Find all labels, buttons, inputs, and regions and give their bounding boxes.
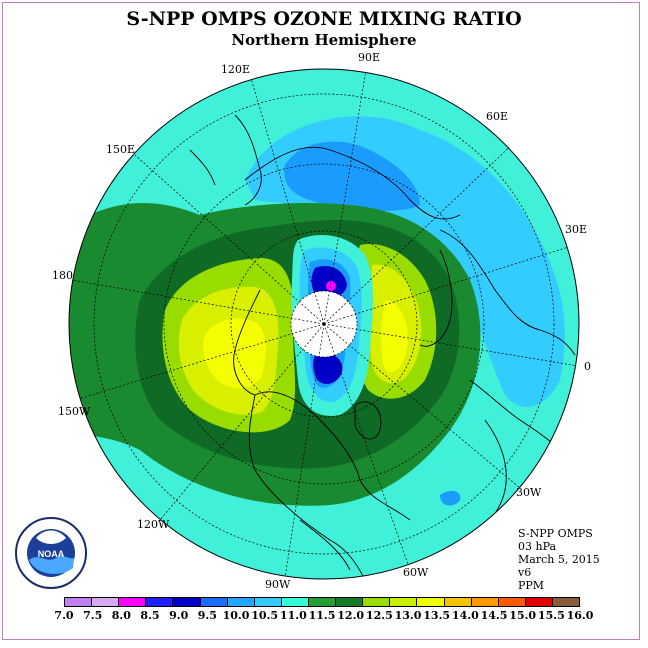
colorbar-tick-label: 9.5	[197, 609, 217, 622]
colorbar-swatch	[173, 598, 201, 606]
meridian-line	[323, 136, 521, 325]
colorbar-swatch	[498, 598, 526, 606]
lon-label-90e: 90E	[358, 51, 381, 64]
colorbar-swatch	[417, 598, 445, 606]
colorbar-tick-label: 7.0	[54, 609, 74, 622]
lon-label-180: 180	[52, 269, 73, 282]
colorbar-swatch	[254, 598, 282, 606]
coastline-north-america	[248, 394, 366, 579]
latitude-circle-20	[93, 93, 555, 555]
colorbar-swatch	[363, 598, 391, 606]
contour-13-0-right	[380, 300, 408, 373]
coastline-greenland	[354, 401, 382, 440]
lon-label-150w: 150W	[58, 405, 91, 418]
map-boundary	[68, 68, 580, 580]
coastlines	[189, 114, 576, 579]
colorbar-ticks: 7.0 7.5 8.0 8.5 9.0 9.5 10.0 10.5 11.0 11.5 12.0 12…	[54, 609, 593, 623]
product-info: S-NPP OMPS 03 hPa March 5, 2015 v6 PPM	[518, 527, 600, 592]
meridian-line	[159, 323, 325, 521]
colorbar-swatch	[336, 598, 364, 606]
lon-label-0: 0	[584, 360, 591, 373]
colorbar-swatch	[65, 598, 93, 606]
noaa-logo-text: NOAA	[38, 549, 65, 559]
coastline-europe	[439, 229, 576, 356]
meridian-line	[74, 323, 325, 401]
colorbar-tick-label: 11.0	[279, 609, 307, 622]
colorbar-tick-label: 13.0	[394, 609, 422, 622]
lon-label-120w: 120W	[137, 518, 170, 531]
coastline-scandinavia	[419, 249, 453, 347]
meridian-line	[71, 279, 325, 325]
lon-label-90w: 90W	[265, 578, 291, 591]
coastline-mediterranean	[469, 379, 561, 451]
colorbar-swatch	[308, 598, 337, 606]
meridian-line	[284, 323, 325, 579]
colorbar-swatch	[146, 598, 174, 606]
colorbar-swatch	[92, 598, 120, 606]
colorbar-tick-label: 12.5	[365, 609, 393, 622]
meridian-line	[323, 69, 367, 325]
meridian-line	[323, 323, 521, 489]
coastline-japan	[189, 149, 216, 186]
colorbar-tick-label: 14.5	[480, 609, 508, 622]
colorbar-tick-label: 16.0	[566, 609, 594, 622]
lon-label-30e: 30E	[565, 223, 588, 236]
coastline-alaska	[233, 289, 261, 396]
colorbar-tick-label: 8.0	[111, 609, 131, 622]
colorbar-swatch	[200, 598, 228, 606]
lon-label-60e: 60E	[486, 110, 509, 123]
vortex-8-0	[326, 281, 336, 291]
page-title: S-NPP OMPS OZONE MIXING RATIO	[126, 8, 522, 30]
coastline-central-america	[299, 519, 351, 571]
graticule	[71, 69, 579, 579]
info-level: 03 hPa	[518, 540, 557, 553]
latitude-circle-60	[230, 230, 418, 418]
colorbar-swatch	[119, 598, 147, 606]
colorbar-swatch	[390, 598, 418, 606]
info-date: March 5, 2015	[518, 553, 600, 566]
colorbar-tick-label: 15.5	[537, 609, 565, 622]
meridian-line	[323, 323, 411, 571]
lon-label-150e: 150E	[106, 143, 136, 156]
info-version: v6	[518, 566, 532, 579]
colorbar-swatch	[525, 598, 553, 606]
latitude-circle-80	[290, 290, 358, 358]
colorbar-tick-label: 8.5	[140, 609, 160, 622]
colorbar-tick-label: 7.5	[83, 609, 103, 622]
contour-10-0-region	[284, 141, 420, 211]
info-instrument: S-NPP OMPS	[518, 527, 593, 540]
figure-frame	[2, 2, 640, 640]
vortex-9-0-bottom	[313, 351, 343, 384]
colorbar-tick-label: 10.0	[222, 609, 250, 622]
info-units: PPM	[518, 579, 545, 592]
coastline-east-asia	[234, 114, 262, 206]
lon-label-30w: 30W	[516, 486, 542, 499]
coastline-siberia	[244, 146, 461, 220]
meridian-line	[323, 323, 579, 367]
colorbar-tick-label: 9.0	[169, 609, 189, 622]
colorbar-tick-label: 14.0	[451, 609, 479, 622]
colorbar	[64, 597, 580, 607]
colorbar-swatch	[471, 598, 499, 606]
latitude-circle-40	[163, 163, 485, 485]
colorbar-tick-label: 15.0	[509, 609, 537, 622]
colorbar-tick-label: 10.5	[251, 609, 279, 622]
colorbar-swatch	[281, 598, 309, 606]
colorbar-tick-label: 12.0	[337, 609, 365, 622]
colorbar-swatch	[444, 598, 472, 606]
colorbar-swatch	[227, 598, 255, 606]
lon-label-60w: 60W	[403, 566, 429, 579]
colorbar-swatch	[552, 598, 580, 606]
page-subtitle: Northern Hemisphere	[231, 31, 417, 49]
meridian-line	[249, 74, 325, 325]
lon-label-120e: 120E	[221, 63, 251, 76]
coastline-north-america	[254, 391, 411, 521]
contour-10-0-small	[440, 490, 461, 506]
colorbar-tick-label: 13.5	[423, 609, 451, 622]
noaa-logo: NOAA	[15, 517, 87, 589]
colorbar-tick-label: 11.5	[308, 609, 336, 622]
